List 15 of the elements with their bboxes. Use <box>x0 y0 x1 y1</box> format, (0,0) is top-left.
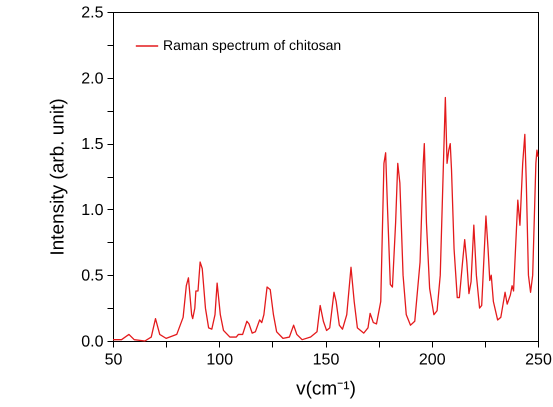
y-tick-label: 0.5 <box>81 268 104 285</box>
x-tick-label: 100 <box>206 352 234 368</box>
x-tick-label: 150 <box>312 352 340 368</box>
y-tick-label: 1.0 <box>81 202 104 219</box>
y-tick-label: 2.0 <box>81 70 104 88</box>
x-axis-title: v(cm⁻¹) <box>296 378 356 400</box>
legend-label: Raman spectrum of chitosan <box>163 37 342 53</box>
x-tick-label: 50 <box>104 352 122 368</box>
text: 0.0 <box>81 334 104 350</box>
x-tick-label: 200 <box>418 352 446 368</box>
y-tick-label: 2.5 <box>81 4 104 22</box>
y-tick-label: 1.5 <box>81 136 104 154</box>
y-axis-title: Intensity (arb. unit) <box>47 98 68 256</box>
line-series <box>112 96 539 342</box>
x-tick-label: 250 <box>525 352 552 368</box>
